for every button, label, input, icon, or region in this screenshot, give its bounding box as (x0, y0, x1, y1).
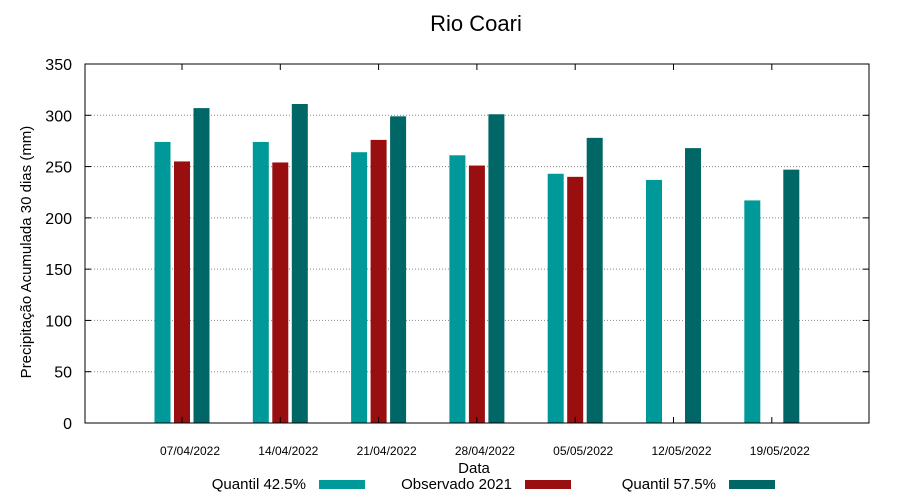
bar (488, 114, 505, 423)
legend: Quantil 42.5% Observado 2021 Quantil 57.5% (212, 476, 775, 493)
legend-swatch (319, 480, 365, 489)
bars (154, 104, 800, 423)
legend-label: Quantil 57.5% (622, 476, 716, 493)
x-tick-label: 19/05/2022 (750, 444, 810, 458)
legend-swatch (729, 480, 775, 489)
x-tick-label: 07/04/2022 (160, 444, 220, 458)
y-tick-label: 0 (63, 416, 72, 433)
bar (567, 176, 584, 423)
bar (547, 173, 564, 423)
bar (193, 108, 210, 423)
legend-label: Quantil 42.5% (212, 476, 306, 493)
x-tick-label: 14/04/2022 (258, 444, 318, 458)
y-axis-label: Precipitação Acumulada 30 dias (mm) (18, 126, 35, 379)
x-axis-ticks: 07/04/2022 14/04/2022 21/04/2022 28/04/2022… (160, 64, 810, 458)
y-tick-label: 200 (45, 211, 72, 228)
y-tick-label: 50 (54, 365, 72, 382)
bar (449, 155, 466, 423)
bar (370, 139, 387, 423)
legend-label: Observado 2021 (401, 476, 512, 493)
x-tick-label: 28/04/2022 (455, 444, 515, 458)
bar (272, 162, 289, 423)
chart-title: Rio Coari (430, 11, 522, 36)
y-tick-label: 300 (45, 108, 72, 125)
bar (351, 152, 368, 423)
x-tick-label: 12/05/2022 (651, 444, 711, 458)
y-tick-label: 250 (45, 160, 72, 177)
y-tick-label: 350 (45, 57, 72, 74)
x-axis-label: Data (458, 460, 490, 477)
bar (174, 161, 190, 423)
bar (468, 165, 485, 423)
bar (685, 148, 701, 423)
bar (154, 141, 171, 423)
legend-swatch (525, 480, 571, 489)
bar (744, 200, 761, 423)
y-axis-ticks: 0 50 100 150 200 250 300 350 (45, 57, 869, 433)
bar (291, 104, 308, 423)
x-tick-label: 05/05/2022 (553, 444, 613, 458)
bar (586, 137, 603, 423)
bar (783, 169, 800, 423)
y-tick-label: 100 (45, 313, 72, 330)
x-tick-label: 21/04/2022 (357, 444, 417, 458)
y-tick-label: 150 (45, 262, 72, 279)
bar (390, 116, 407, 423)
bar (252, 141, 269, 423)
bar (646, 179, 662, 423)
